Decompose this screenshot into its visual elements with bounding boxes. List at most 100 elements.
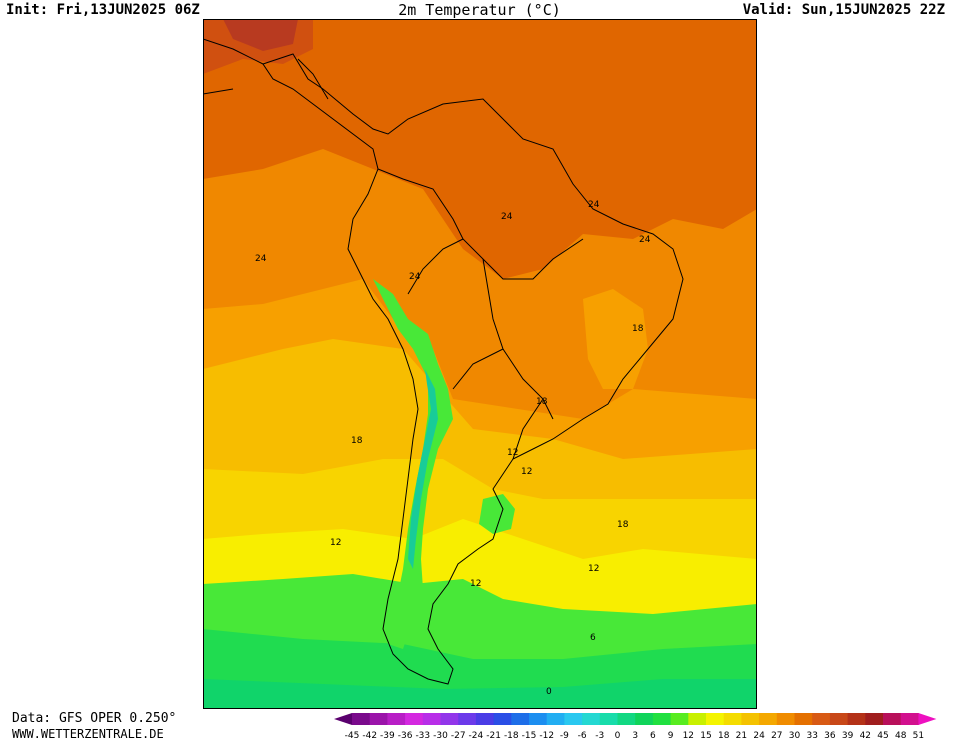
colorbar-swatch (511, 713, 530, 725)
colorbar-swatch (564, 713, 583, 725)
colorbar-tick-label: -24 (469, 731, 484, 740)
colorbar-tick-label: -21 (486, 731, 501, 740)
colorbar-tick-label: 30 (789, 731, 801, 740)
colorbar-tick-label: 51 (913, 731, 924, 740)
colorbar-swatch (635, 713, 654, 725)
colorbar-swatch (759, 713, 778, 725)
colorbar-tick-label: -18 (504, 731, 519, 740)
contour-label: 18 (351, 436, 363, 446)
colorbar-tick-label: 21 (736, 731, 747, 740)
contour-label: 24 (409, 272, 421, 282)
colorbar-swatch (440, 713, 459, 725)
colorbar-arrow-left (334, 713, 352, 725)
band-vhot (223, 19, 298, 51)
colorbar-tick-label: 39 (842, 731, 854, 740)
colorbar-tick-label: 9 (668, 731, 674, 740)
colorbar-swatch (387, 713, 406, 725)
colorbar-tick-label: 42 (860, 731, 871, 740)
colorbar-tick-label: 0 (615, 731, 621, 740)
colorbar-swatch (493, 713, 512, 725)
contour-label: 6 (590, 633, 596, 643)
contour-label: 12 (507, 448, 518, 458)
colorbar-swatch (599, 713, 618, 725)
contour-label: 18 (617, 520, 629, 530)
colorbar-swatch (794, 713, 813, 725)
colorbar-swatch (582, 713, 601, 725)
central-america (203, 38, 329, 100)
colorbar-tick-label: 12 (683, 731, 694, 740)
colorbar-tick-label: 33 (806, 731, 817, 740)
colorbar-swatch (529, 713, 548, 725)
colorbar-swatch (617, 713, 636, 725)
colorbar-tick-label: -42 (362, 731, 377, 740)
colorbar-tick-label: 48 (895, 731, 907, 740)
band-0 (203, 679, 757, 709)
colorbar-tick-label: -6 (578, 731, 587, 740)
temperature-colorbar: -45 -42 -39 -36 -33 -30 -27 -24 -21 -18 -15 -12 -9 -6… (334, 712, 958, 741)
colorbar-arrow-right (918, 713, 937, 725)
colorbar-tick-label: -30 (433, 731, 448, 740)
colorbar-swatch (670, 713, 689, 725)
colorbar-swatch (723, 713, 742, 725)
colorbar-swatch (422, 713, 441, 725)
coastline-outline (262, 53, 684, 685)
colorbar-swatch (741, 713, 760, 725)
contour-label: 12 (470, 579, 481, 589)
temperature-map[interactable]: 24 24 24 24 24 18 18 18 18 12 12 12 12 1… (203, 19, 757, 709)
borders (203, 38, 684, 685)
data-source-label: Data: GFS OPER 0.250° (12, 711, 177, 726)
colorbar-swatch (688, 713, 707, 725)
andes-cold-strip (373, 279, 453, 649)
colorbar-tick-label: -45 (345, 731, 360, 740)
colorbar-tick-label: 18 (718, 731, 730, 740)
contour-label: 12 (588, 564, 599, 574)
contour-label: 24 (639, 235, 651, 245)
colorbar-tick-label: -3 (595, 731, 604, 740)
border-lines (377, 168, 584, 460)
colorbar-swatch (865, 713, 884, 725)
colorbar-swatch (405, 713, 424, 725)
colorbar-tick-label: -12 (539, 731, 554, 740)
colorbar-swatch (847, 713, 866, 725)
colorbar-swatch (475, 713, 495, 725)
plateau-cool (583, 289, 648, 389)
colorbar-tick-label: 3 (632, 731, 638, 740)
andes-colder-strip (408, 369, 438, 569)
contour-label: 12 (521, 467, 532, 477)
colorbar-tick-label: -33 (415, 731, 430, 740)
contour-label: 0 (546, 687, 552, 697)
colorbar-tick-label: 36 (824, 731, 836, 740)
contour-label: 18 (536, 397, 548, 407)
colorbar-tick-label: 45 (877, 731, 888, 740)
contour-label: 18 (632, 324, 644, 334)
colorbar-swatch (369, 713, 388, 725)
colorbar-tick-label: 27 (771, 731, 782, 740)
colorbar-tick-label: -15 (522, 731, 537, 740)
colorbar-swatch (352, 713, 371, 725)
colorbar-tick-label: -36 (398, 731, 413, 740)
colorbar-swatch (829, 713, 849, 725)
cold-blob-pampas (479, 494, 515, 534)
contour-label: 24 (255, 254, 267, 264)
website-label: WWW.WETTERZENTRALE.DE (12, 727, 164, 741)
valid-time-label: Valid: Sun,15JUN2025 22Z (742, 2, 945, 18)
contour-label-layer: 24 24 24 24 24 18 18 18 18 12 12 12 12 1… (255, 200, 651, 697)
colorbar-swatch (900, 713, 919, 725)
colorbar-swatch (812, 713, 831, 725)
colorbar-swatch (706, 713, 725, 725)
band-27-north (203, 19, 757, 279)
init-time-label: Init: Fri,13JUN2025 06Z (6, 2, 200, 18)
colorbar-tick-label: 15 (700, 731, 711, 740)
map-frame (203, 19, 757, 709)
colorbar-swatch (776, 713, 795, 725)
colorbar-swatch (458, 713, 477, 725)
contour-label: 12 (330, 538, 341, 548)
colorbar-swatch (652, 713, 672, 725)
contour-label: 24 (501, 212, 513, 222)
colorbar-tick-label: -39 (380, 731, 395, 740)
colorbar-tick-label: -27 (451, 731, 466, 740)
colorbar-swatch (883, 713, 902, 725)
colorbar-tick-label: -9 (560, 731, 569, 740)
colorbar-tick-label: 24 (753, 731, 765, 740)
colorbar-swatch (546, 713, 565, 725)
